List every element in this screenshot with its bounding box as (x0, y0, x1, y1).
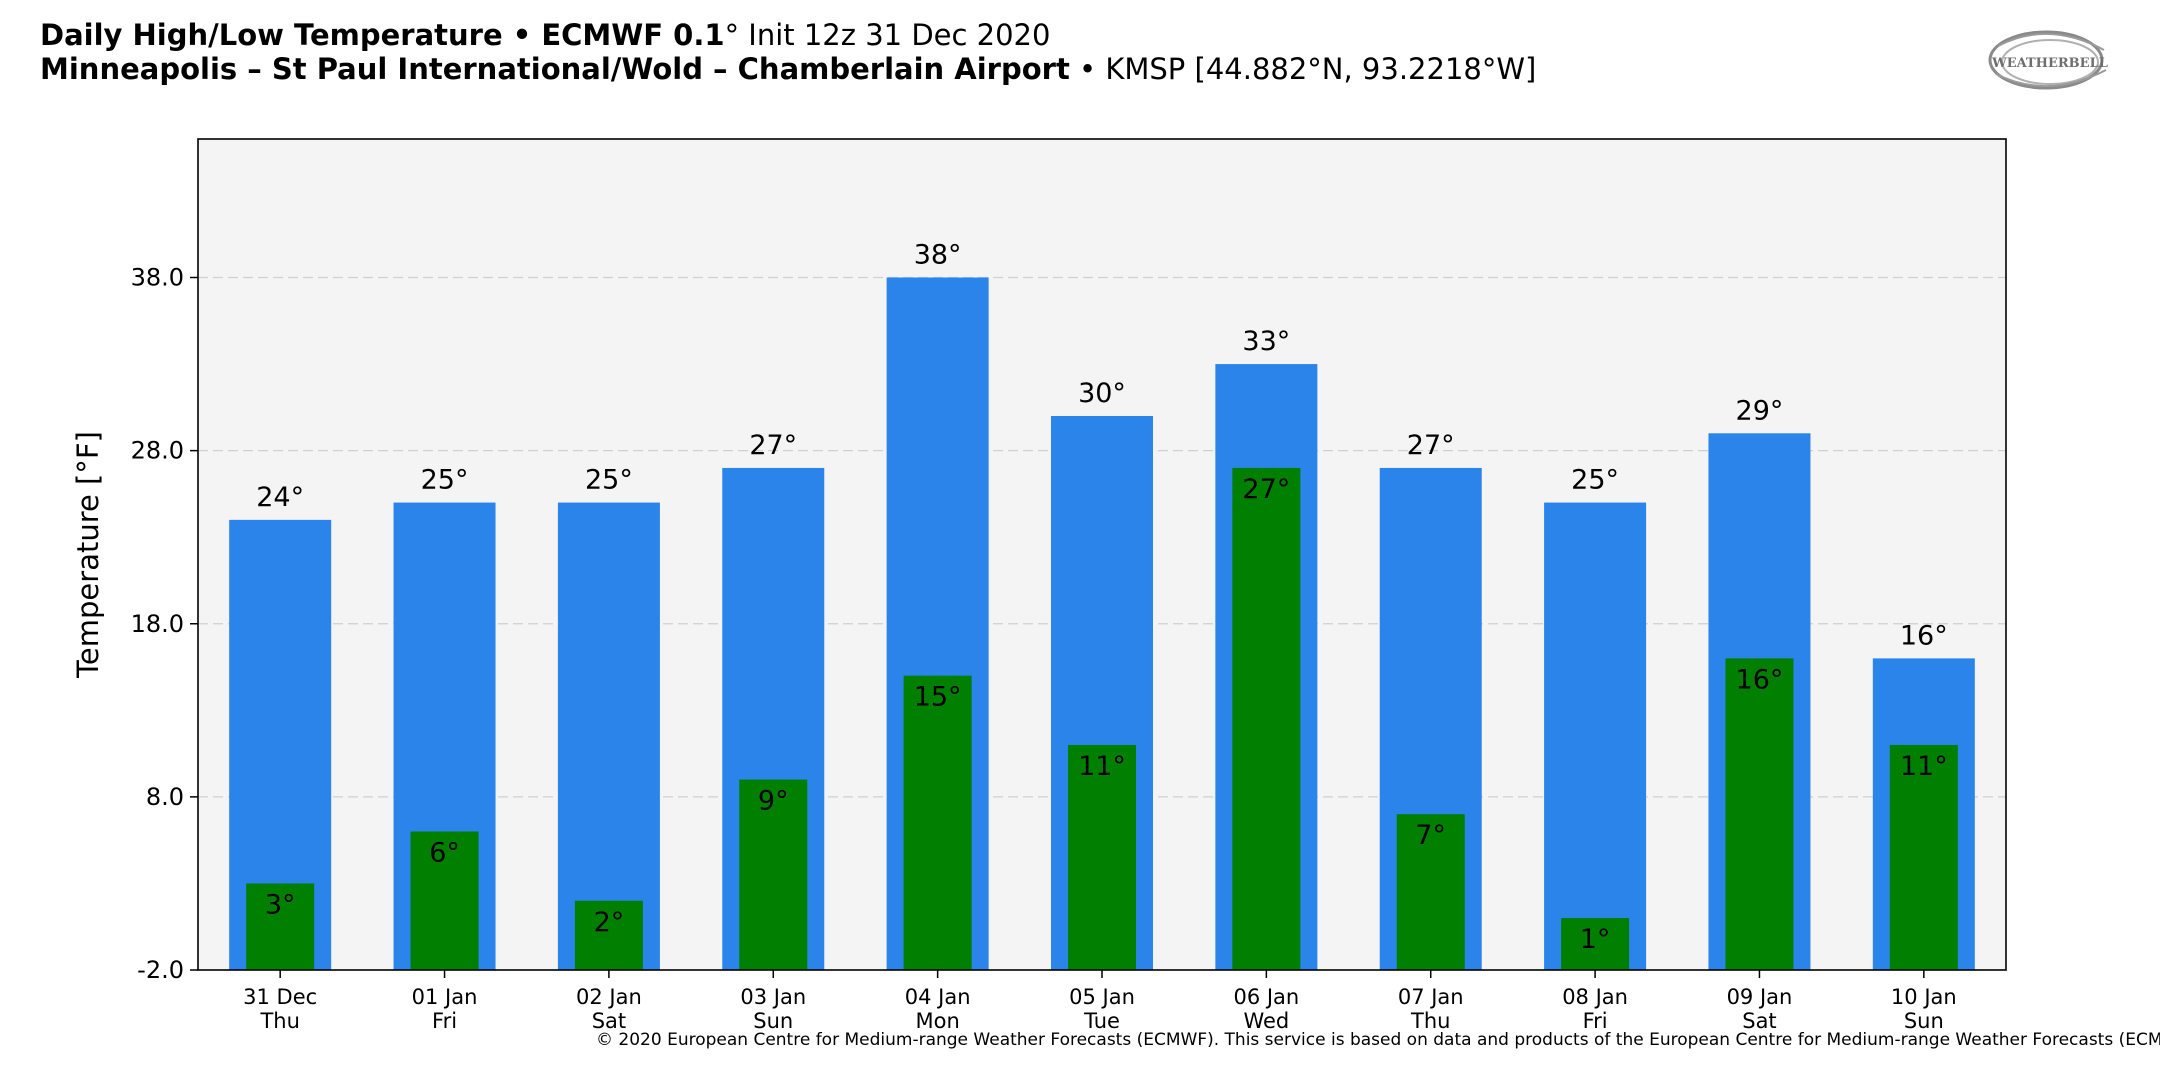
y-tick-label: 38.0 (131, 264, 184, 292)
low-temp-bar (410, 831, 479, 970)
logo-text: WEATHERBELL (1991, 56, 2108, 71)
low-temp-label: 11° (1900, 751, 1948, 782)
x-tick-date: 07 Jan (1398, 985, 1464, 1009)
title-line-1-bold: Daily High/Low Temperature • ECMWF 0.1 (40, 18, 725, 52)
low-temp-label: 3° (265, 889, 296, 920)
x-tick-date: 03 Jan (740, 985, 806, 1009)
low-temp-label: 15° (914, 682, 962, 713)
high-temp-label: 16° (1900, 620, 1948, 651)
low-temp-bar (903, 675, 972, 970)
x-tick-weekday: Thu (259, 1009, 299, 1030)
x-tick-date: 09 Jan (1727, 985, 1793, 1009)
x-tick-weekday: Wed (1243, 1009, 1289, 1030)
high-temp-bar (557, 502, 660, 970)
x-tick-weekday: Sun (753, 1009, 793, 1030)
x-tick-weekday: Fri (1583, 1009, 1608, 1030)
x-tick-weekday: Sun (1904, 1009, 1944, 1030)
x-tick-weekday: Fri (432, 1009, 457, 1030)
x-tick-date: 06 Jan (1233, 985, 1299, 1009)
high-temp-label: 38° (914, 240, 962, 271)
low-temp-bar (574, 900, 643, 970)
x-tick-date: 10 Jan (1891, 985, 1957, 1009)
low-temp-bar (1889, 744, 1958, 970)
x-tick-weekday: Tue (1083, 1009, 1120, 1030)
high-temp-label: 30° (1078, 378, 1126, 409)
high-temp-label: 24° (256, 482, 304, 513)
low-temp-label: 6° (429, 838, 460, 869)
x-tick-date: 02 Jan (576, 985, 642, 1009)
title-line-1: Daily High/Low Temperature • ECMWF 0.1° … (40, 18, 1536, 52)
low-temp-bar (739, 779, 808, 970)
y-tick-label: -2.0 (137, 956, 184, 984)
y-axis-label: Temperature [°F] (71, 431, 105, 679)
x-tick-date: 01 Jan (412, 985, 478, 1009)
title-degree: ° (724, 18, 740, 52)
low-temp-bar (1232, 467, 1301, 970)
x-tick-date: 04 Jan (905, 985, 971, 1009)
copyright-credit: © 2020 European Centre for Medium-range … (596, 1030, 2160, 1050)
high-temp-bar (1544, 502, 1647, 970)
high-temp-label: 25° (585, 465, 633, 496)
high-temp-label: 25° (1571, 465, 1619, 496)
x-tick-weekday: Thu (1410, 1009, 1450, 1030)
low-temp-label: 7° (1415, 820, 1446, 851)
low-temp-label: 1° (1580, 924, 1611, 955)
weatherbell-logo: WEATHERBELL (1988, 30, 2108, 90)
high-temp-label: 29° (1736, 395, 1784, 426)
high-temp-label: 27° (749, 430, 797, 461)
low-temp-bar (1068, 744, 1136, 970)
chart-title: Daily High/Low Temperature • ECMWF 0.1° … (40, 18, 1536, 86)
high-temp-label: 27° (1407, 430, 1455, 461)
low-temp-label: 16° (1736, 664, 1784, 695)
low-temp-bar (1396, 814, 1465, 970)
low-temp-label: 9° (758, 786, 789, 817)
y-tick-label: 8.0 (146, 783, 184, 811)
x-tick-weekday: Sat (1742, 1009, 1776, 1030)
high-temp-label: 33° (1242, 326, 1290, 357)
x-tick-weekday: Mon (915, 1009, 959, 1030)
x-tick-date: 08 Jan (1562, 985, 1628, 1009)
y-tick-label: 18.0 (131, 610, 184, 638)
x-tick-weekday: Sat (592, 1009, 626, 1030)
y-tick-label: 28.0 (131, 437, 184, 465)
low-temp-bar (246, 883, 315, 970)
high-temp-label: 25° (421, 465, 469, 496)
x-tick-date: 31 Dec (243, 985, 317, 1009)
plot-frame (197, 138, 2007, 971)
low-temp-bar (1725, 658, 1794, 970)
temperature-bar-chart: -2.08.018.028.038.024°3°31 DecThu25°6°01… (71, 138, 2007, 1030)
title-line-2-bold: Minneapolis – St Paul International/Wold… (40, 52, 1070, 86)
low-temp-label: 11° (1078, 751, 1126, 782)
title-line-2-rest: • KMSP [44.882°N, 93.2218°W] (1069, 52, 1537, 86)
low-temp-bar (1561, 918, 1630, 970)
x-tick-date: 05 Jan (1069, 985, 1135, 1009)
title-line-2: Minneapolis – St Paul International/Wold… (40, 52, 1536, 86)
low-temp-label: 2° (594, 907, 625, 938)
title-line-1-rest: Init 12z 31 Dec 2020 (739, 18, 1051, 52)
low-temp-label: 27° (1242, 474, 1290, 505)
